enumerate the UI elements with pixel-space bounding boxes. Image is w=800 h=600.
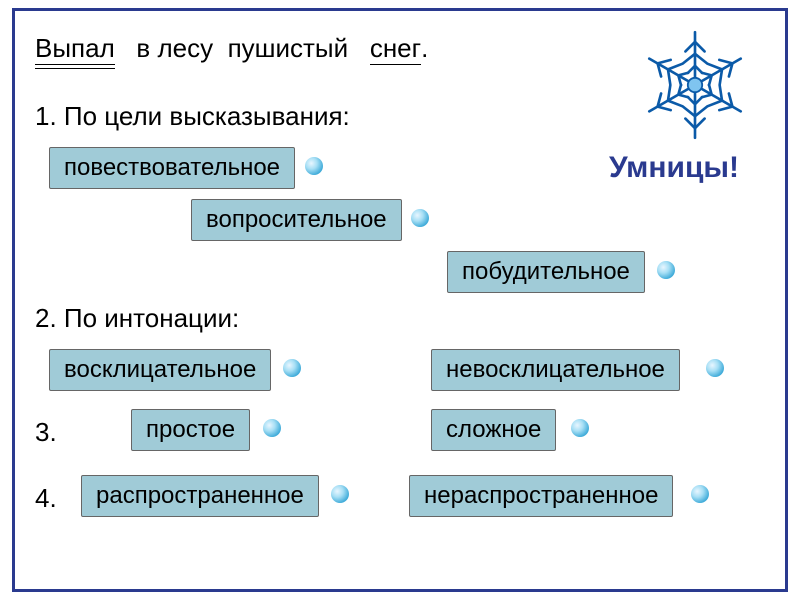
tag-prostoe[interactable]: простое [131,409,250,451]
example-sentence: Выпал в лесу пушистый снег. [35,33,428,65]
word-plain: пушистый [228,33,349,64]
selector-dot[interactable] [706,359,724,377]
tag-pobuditelnoe[interactable]: побудительное [447,251,645,293]
num-3: 3. [35,417,57,448]
selector-dot[interactable] [305,157,323,175]
tag-nerasprostranennoe[interactable]: нераспространенное [409,475,673,517]
praise-text: Умницы! [609,151,739,185]
word-predicate: Выпал [35,33,115,65]
snowflake-icon [635,25,755,145]
heading-2: 2. По интонации: [35,303,239,334]
tag-nevosklicatelnoe[interactable]: невосклицательное [431,349,680,391]
main-frame: Выпал в лесу пушистый снег. [12,8,788,592]
selector-dot[interactable] [657,261,675,279]
selector-dot[interactable] [691,485,709,503]
heading-1: 1. По цели высказывания: [35,101,350,132]
tag-vosklicatelnoe[interactable]: восклицательное [49,349,271,391]
selector-dot[interactable] [331,485,349,503]
num-4: 4. [35,483,57,514]
tag-slozhnoe[interactable]: сложное [431,409,556,451]
sentence-punct: . [421,33,428,63]
selector-dot[interactable] [571,419,589,437]
word-plain: лесу [157,33,213,64]
selector-dot[interactable] [263,419,281,437]
selector-dot[interactable] [283,359,301,377]
tag-rasprostranennoe[interactable]: распространенное [81,475,319,517]
tag-povestvovatelnoe[interactable]: повествовательное [49,147,295,189]
tag-voprositelnoe[interactable]: вопросительное [191,199,402,241]
selector-dot[interactable] [411,209,429,227]
word-subject: снег [370,33,421,65]
word-plain: в [136,33,150,64]
